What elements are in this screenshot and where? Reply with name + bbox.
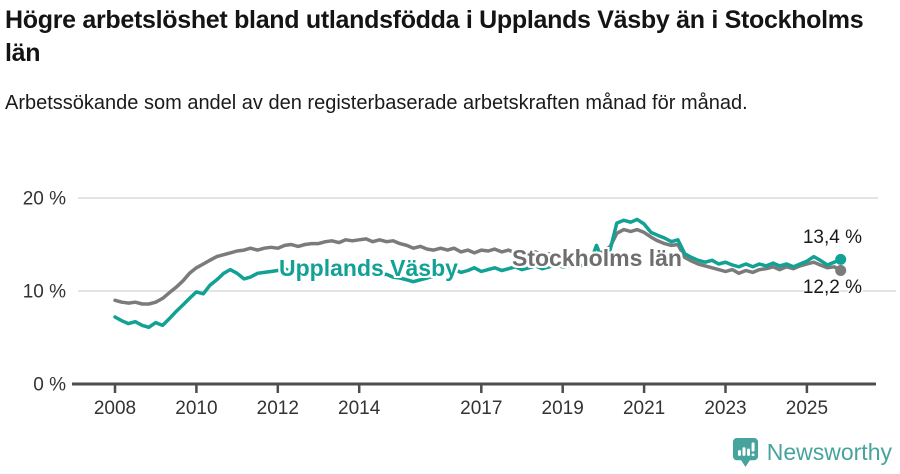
chart-title: Högre arbetslöshet bland utlandsfödda i … [5, 6, 864, 67]
y-tick-label-20: 20 % [23, 189, 66, 210]
series-line-upplands-vasby [113, 217, 843, 330]
x-tick-label-2008: 2008 [94, 398, 136, 419]
end-value-label-upplands-vasby: 13,4 % [802, 227, 862, 248]
chart-subtitle: Arbetssökande som andel av den registerb… [5, 92, 748, 114]
x-tick-label-2012: 2012 [257, 398, 299, 419]
end-value-label-stockholms-lan: 12,2 % [802, 277, 862, 298]
x-tick-label-2019: 2019 [542, 398, 584, 419]
y-tick-label-10: 10 % [23, 282, 66, 303]
newsworthy-brand-link[interactable]: Newsworthy [732, 437, 892, 468]
x-tick-label-2017: 2017 [460, 398, 502, 419]
newsworthy-logo-icon [732, 438, 758, 467]
series-label-stockholms-lan: Stockholms län [512, 245, 682, 271]
x-tick-label-2010: 2010 [175, 398, 217, 419]
x-tick-label-2014: 2014 [338, 398, 381, 419]
line-chart: 0 % 10 % 20 % 2008 2010 2012 2014 2017 2019 2021 2… [23, 189, 896, 419]
x-tick-label-2025: 2025 [786, 398, 828, 419]
y-tick-label-0: 0 % [33, 375, 66, 396]
series-line-stockholms-lan [113, 227, 843, 306]
series-label-upplands-vasby: Upplands Väsby [279, 255, 458, 281]
newsworthy-wordmark: Newsworthy [766, 439, 892, 465]
end-dot-stockholms-lan [835, 265, 847, 276]
end-dot-upplands-vasby [835, 253, 847, 265]
x-tick-label-2023: 2023 [704, 398, 746, 419]
x-tick-label-2021: 2021 [623, 398, 665, 419]
